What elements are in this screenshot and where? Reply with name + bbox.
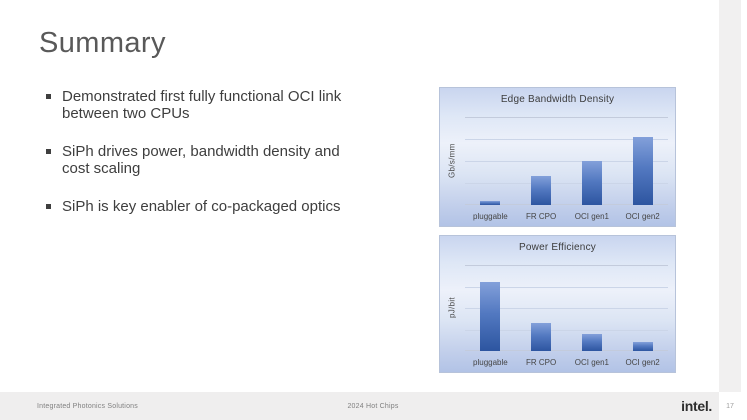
bullet-list: Demonstrated first fully functional OCI … <box>46 88 446 236</box>
y-axis-label: pJ/bit <box>447 297 457 319</box>
footer-bar: Integrated Photonics Solutions 2024 Hot … <box>0 392 719 420</box>
bar-oci-gen2 <box>632 137 653 205</box>
bar-fr-cpo <box>531 175 552 205</box>
gridline <box>465 161 668 162</box>
gridline <box>465 117 668 118</box>
bullet-text: SiPh drives power, bandwidth density and… <box>62 143 340 177</box>
bar-oci-gen1 <box>581 333 602 351</box>
bullet-item: SiPh is key enabler of co-packaged optic… <box>46 198 446 215</box>
category-label: pluggable <box>473 212 508 221</box>
bar-slot <box>465 265 516 351</box>
category-label: FR CPO <box>526 212 557 221</box>
footer-left-text: Integrated Photonics Solutions <box>37 402 138 410</box>
chart-edge-bandwidth-density: Edge Bandwidth Density Gb/s/mm pluggable… <box>439 87 676 227</box>
bar-pluggable <box>480 282 501 351</box>
gridline <box>465 286 668 288</box>
chart-power-efficiency: Power Efficiency pJ/bit pluggable FR CPO O… <box>439 235 676 373</box>
bar-pluggable <box>480 200 501 205</box>
bar-oci-gen1 <box>581 161 602 205</box>
intel-logo: intel. <box>681 398 712 414</box>
gridline <box>465 139 668 140</box>
category-row: pluggable FR CPO OCI gen1 OCI gen2 <box>465 358 668 367</box>
category-label: OCI gen1 <box>574 358 609 367</box>
bullet-square-icon <box>46 94 51 99</box>
bar-oci-gen2 <box>632 341 653 351</box>
bar-slot <box>617 265 668 351</box>
gridline <box>465 308 668 309</box>
gridline <box>465 329 668 331</box>
y-axis-label: Gb/s/mm <box>447 143 457 179</box>
gridline <box>465 183 668 184</box>
bar-slot <box>465 117 516 205</box>
bar-slot <box>567 265 618 351</box>
footer-center-text: 2024 Hot Chips <box>347 402 399 410</box>
plot-area <box>465 265 668 351</box>
category-label: FR CPO <box>526 358 557 367</box>
bar-slot <box>516 117 567 205</box>
page-number: 17 <box>719 392 741 420</box>
bullet-square-icon <box>46 149 51 154</box>
bullet-text: Demonstrated first fully functional OCI … <box>62 88 342 122</box>
category-label: OCI gen1 <box>574 212 609 221</box>
bars-row <box>465 265 668 351</box>
page-title: Summary <box>39 27 166 59</box>
bar-slot <box>617 117 668 205</box>
chart-title: Edge Bandwidth Density <box>500 94 615 105</box>
baseline <box>465 350 668 351</box>
gridline <box>465 265 668 266</box>
bullet-item: Demonstrated first fully functional OCI … <box>46 88 446 122</box>
plot-area <box>465 117 668 205</box>
bullet-square-icon <box>46 204 51 209</box>
bullet-text: SiPh is key enabler of co-packaged optic… <box>62 198 341 215</box>
category-row: pluggable FR CPO OCI gen1 OCI gen2 <box>465 212 668 221</box>
chart-title: Power Efficiency <box>519 242 596 253</box>
category-label: pluggable <box>473 358 508 367</box>
category-label: OCI gen2 <box>625 358 660 367</box>
category-label: OCI gen2 <box>625 212 660 221</box>
bars-row <box>465 117 668 205</box>
bar-slot <box>516 265 567 351</box>
bullet-item: SiPh drives power, bandwidth density and… <box>46 143 446 177</box>
viewer-edge-strip <box>719 0 741 392</box>
bar-slot <box>567 117 618 205</box>
baseline <box>465 204 668 205</box>
bar-fr-cpo <box>531 323 552 351</box>
